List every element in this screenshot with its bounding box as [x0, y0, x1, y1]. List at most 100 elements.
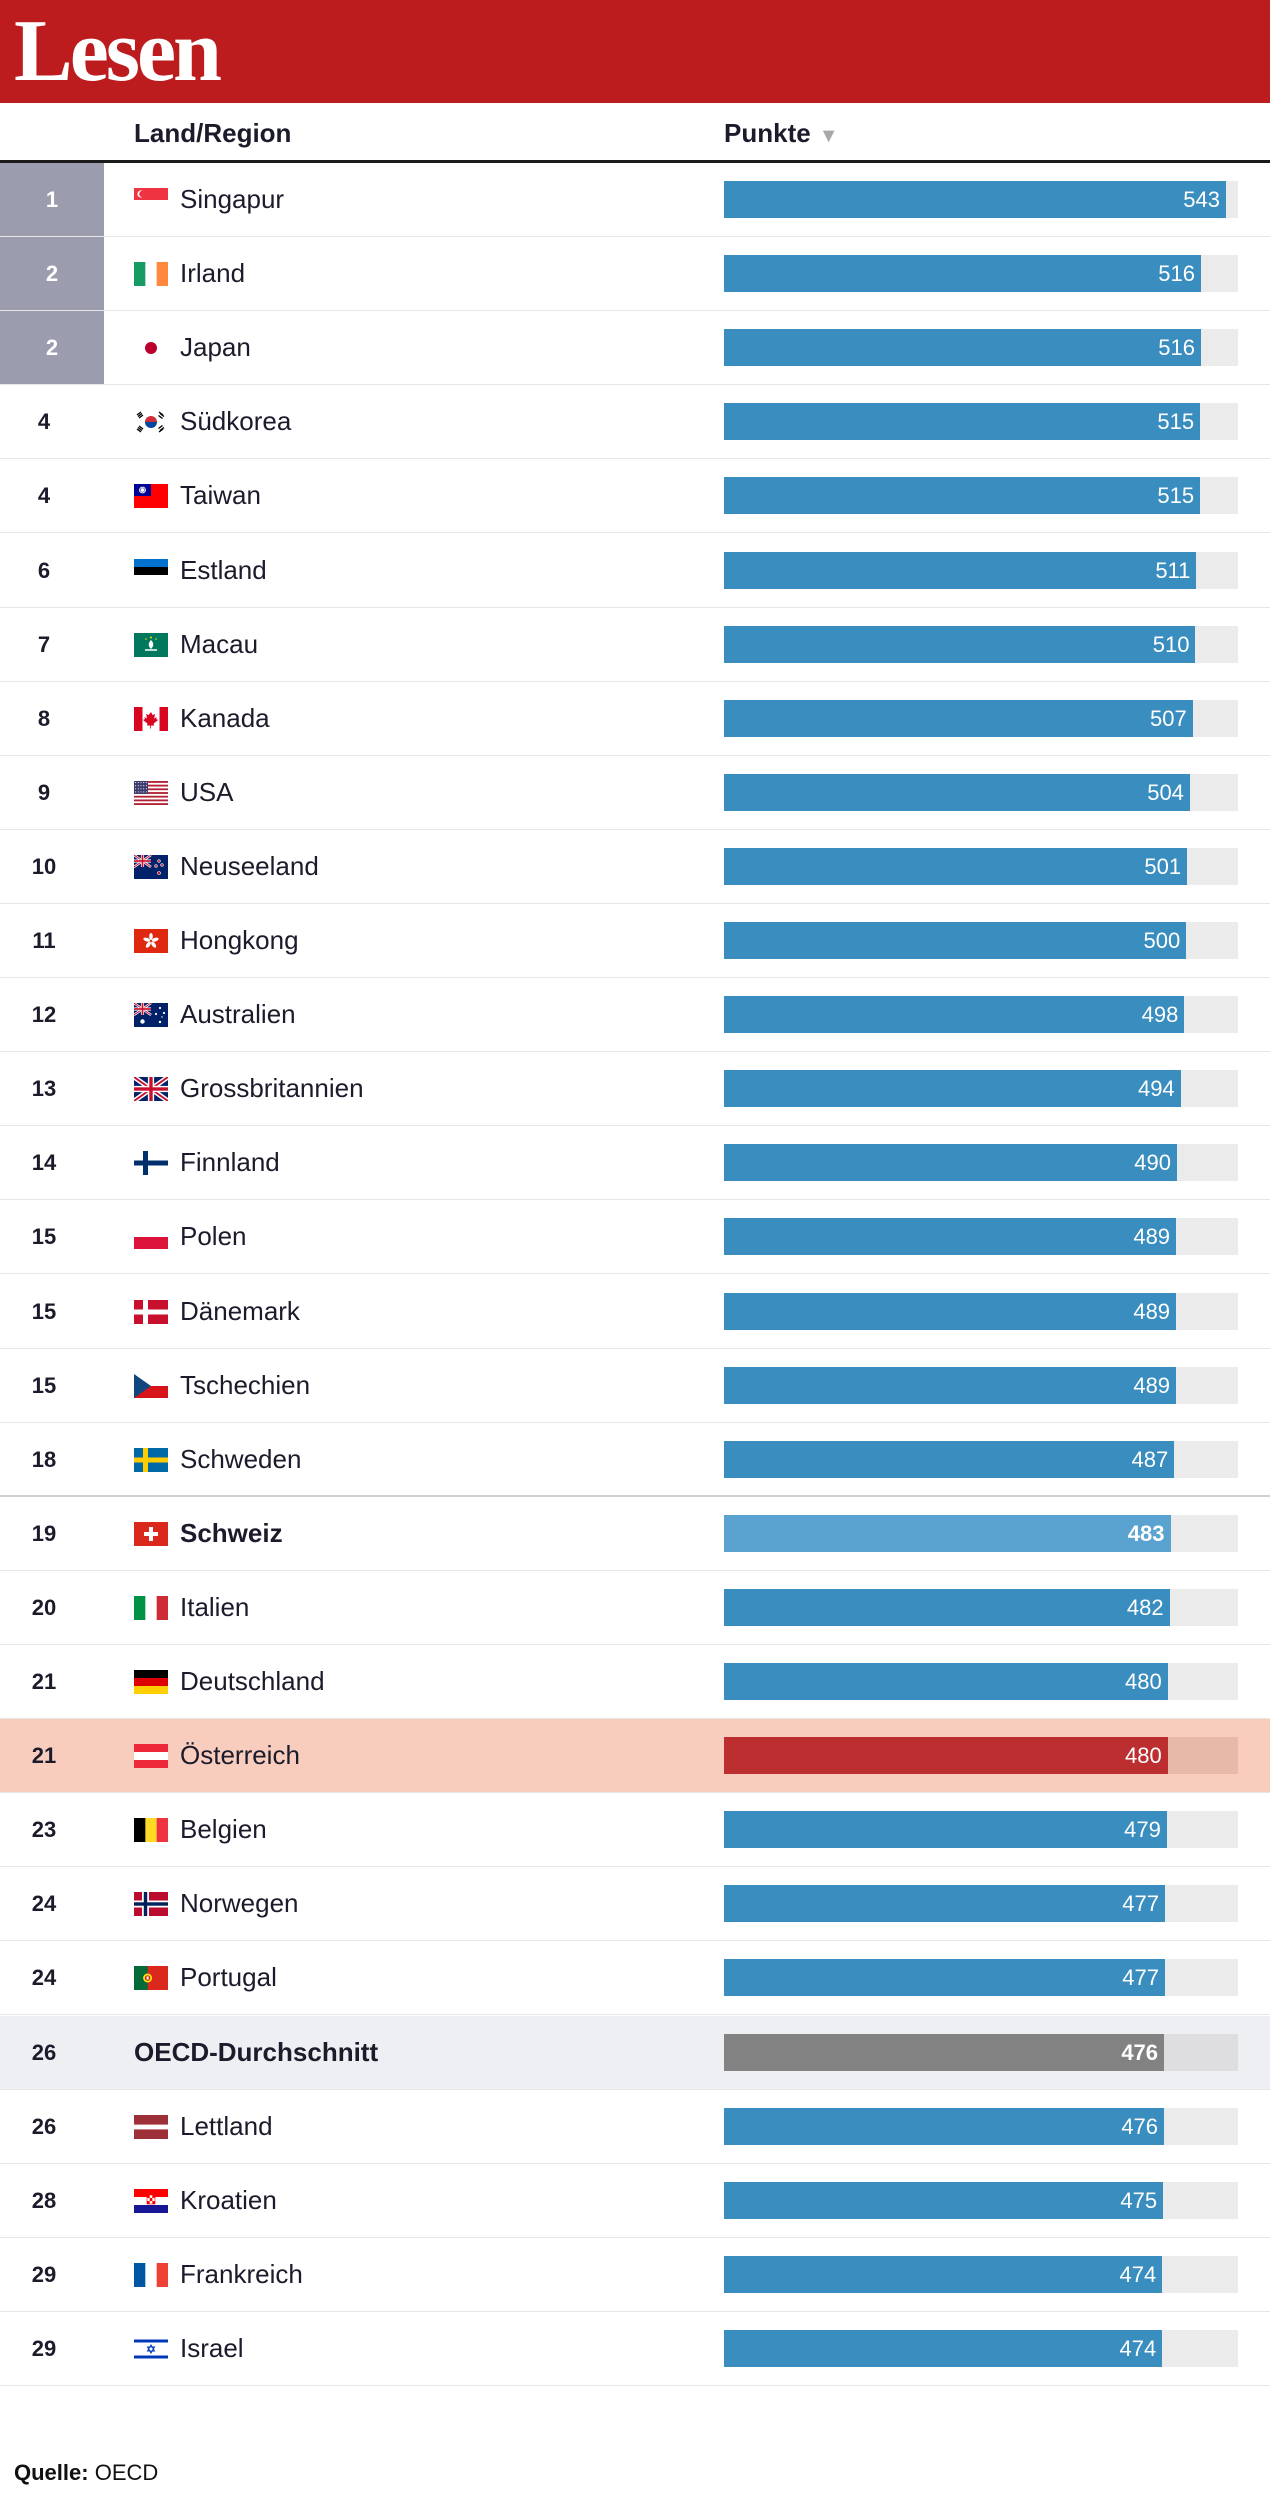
- table-row-estland[interactable]: 6 Estland 511: [0, 534, 1270, 608]
- table-row-australien[interactable]: 12 Australien 498: [0, 978, 1270, 1053]
- bar-track: 480: [724, 1737, 1238, 1775]
- rank-label: 24: [31, 1965, 57, 1991]
- country-name: Grossbritannien: [180, 1073, 364, 1104]
- column-header-land[interactable]: Land/Region: [134, 118, 292, 148]
- flag-au-icon: [134, 1003, 168, 1028]
- flag-se-icon: [134, 1447, 168, 1472]
- table-row-deutschland[interactable]: 21 Deutschland 480: [0, 1645, 1270, 1719]
- rank-label: 15: [31, 1372, 57, 1398]
- rank-label: 6: [37, 557, 51, 583]
- value-label: 476: [1121, 2113, 1159, 2139]
- table-row-lettland[interactable]: 26 Lettland 476: [0, 2090, 1270, 2164]
- table-row-usa[interactable]: 9 USA 504: [0, 756, 1270, 830]
- table-row-japan[interactable]: 2 Japan 516: [0, 311, 1270, 386]
- bar-hongkong: [724, 922, 1187, 959]
- bar-lettland: [724, 2107, 1165, 2145]
- table-row-schweiz[interactable]: 19 Schweiz 483: [0, 1497, 1270, 1571]
- value-label: 501: [1144, 853, 1182, 879]
- country-name: Norwegen: [180, 1888, 299, 1919]
- flag-us-icon: [134, 780, 168, 805]
- table-row-danemark[interactable]: 15 Dänemark 489: [0, 1275, 1270, 1349]
- rank-label: 23: [31, 1817, 57, 1843]
- table-row-macau[interactable]: 7 Macau 510: [0, 608, 1270, 682]
- table-row-belgien[interactable]: 23 Belgien 479: [0, 1793, 1270, 1868]
- bar-norwegen: [724, 1885, 1165, 1923]
- flag-no-icon: [134, 1892, 168, 1917]
- bar-taiwan: [724, 477, 1201, 515]
- title-banner: Lesen: [0, 0, 1270, 103]
- flag-pt-icon: [134, 1966, 168, 1991]
- rank-label: 1: [0, 163, 104, 236]
- value-label: 507: [1149, 705, 1187, 731]
- bar-schweden: [724, 1440, 1175, 1478]
- table-row-norwegen[interactable]: 24 Norwegen 477: [0, 1867, 1270, 1942]
- table-row-hongkong[interactable]: 11 Hongkong 500: [0, 904, 1270, 978]
- flag-fi-icon: [134, 1151, 168, 1176]
- bar-sudkorea: [724, 403, 1201, 441]
- flag-fr-icon: [134, 2262, 168, 2287]
- bar-track: 500: [724, 922, 1238, 959]
- chart-title: Lesen: [14, 3, 222, 100]
- country-name: Hongkong: [180, 925, 299, 955]
- table-row-frankreich[interactable]: 29 Frankreich 474: [0, 2238, 1270, 2312]
- flag-it-icon: [134, 1595, 168, 1620]
- column-header-punkte[interactable]: Punkte ▼: [724, 113, 838, 156]
- rank-label: 4: [37, 483, 51, 509]
- country-name: Südkorea: [180, 406, 292, 437]
- table-row-sudkorea[interactable]: 4 Südkorea 515: [0, 385, 1270, 460]
- bar-israel: [724, 2329, 1163, 2367]
- country-name: Portugal: [180, 1962, 277, 1993]
- table-row-portugal[interactable]: 24 Portugal 477: [0, 1941, 1270, 2016]
- country-name: Österreich: [180, 1740, 300, 1771]
- country-name: Taiwan: [180, 480, 261, 511]
- rank-label: 26: [31, 2039, 57, 2065]
- table-row-polen[interactable]: 15 Polen 489: [0, 1200, 1270, 1275]
- value-label: 543: [1183, 187, 1220, 212]
- table-row-oecd-durchschnitt[interactable]: 26 OECD-Durchschnitt 476: [0, 2015, 1270, 2090]
- source-value: OECD: [94, 2460, 159, 2485]
- bar-track: 477: [724, 1959, 1238, 1997]
- flag-ee-icon: [134, 558, 168, 583]
- table-row-israel[interactable]: 29 Israel 474: [0, 2312, 1270, 2386]
- rank-label: 28: [31, 2187, 57, 2213]
- source-note: Quelle: OECD: [14, 2458, 158, 2488]
- bar-frankreich: [724, 2255, 1163, 2293]
- table-row-taiwan[interactable]: 4 Taiwan 515: [0, 459, 1270, 534]
- bar-track: 489: [724, 1292, 1238, 1330]
- value-label: 479: [1124, 1817, 1161, 1843]
- bar-track: 480: [724, 1663, 1238, 1700]
- table-row-kroatien[interactable]: 28 Kroatien 475: [0, 2164, 1270, 2238]
- flag-dk-icon: [134, 1299, 168, 1324]
- table-row-osterreich[interactable]: 21 Österreich 480: [0, 1719, 1270, 1794]
- rank-label: 15: [31, 1224, 57, 1250]
- value-label: 476: [1121, 2039, 1159, 2065]
- country-name: Deutschland: [180, 1666, 325, 1696]
- bar-track: 474: [724, 2255, 1238, 2293]
- country-name: OECD-Durchschnitt: [134, 2036, 379, 2067]
- table-row-grossbritannien[interactable]: 13 Grossbritannien 494: [0, 1052, 1270, 1127]
- bar-track: 474: [724, 2329, 1238, 2367]
- table-row-finnland[interactable]: 14 Finnland 490: [0, 1126, 1270, 1201]
- bar-polen: [724, 1218, 1177, 1256]
- rank-label: 2: [0, 311, 104, 385]
- value-label: 516: [1158, 261, 1196, 287]
- rank-label: 2: [0, 237, 104, 311]
- table-row-singapur[interactable]: 1 Singapur 543: [0, 163, 1270, 237]
- bar-italien: [724, 1588, 1170, 1626]
- table-row-kanada[interactable]: 8 Kanada 507: [0, 682, 1270, 756]
- value-label: 474: [1119, 2335, 1157, 2361]
- value-label: 500: [1143, 928, 1181, 953]
- sort-desc-icon[interactable]: ▼: [818, 125, 839, 147]
- flag-de-icon: [134, 1670, 168, 1694]
- table-row-italien[interactable]: 20 Italien 482: [0, 1571, 1270, 1645]
- country-name: Lettland: [180, 2110, 273, 2141]
- bar-track: 479: [724, 1811, 1238, 1849]
- bar-schweiz: [724, 1514, 1171, 1552]
- bar-kanada: [724, 699, 1193, 737]
- table-row-tschechien[interactable]: 15 Tschechien 489: [0, 1349, 1270, 1423]
- table-row-schweden[interactable]: 18 Schweden 487: [0, 1423, 1270, 1497]
- country-name: Irland: [180, 258, 246, 289]
- bar-track: 490: [724, 1144, 1238, 1182]
- table-row-neuseeland[interactable]: 10 Neuseeland 501: [0, 830, 1270, 904]
- table-row-irland[interactable]: 2 Irland 516: [0, 237, 1270, 312]
